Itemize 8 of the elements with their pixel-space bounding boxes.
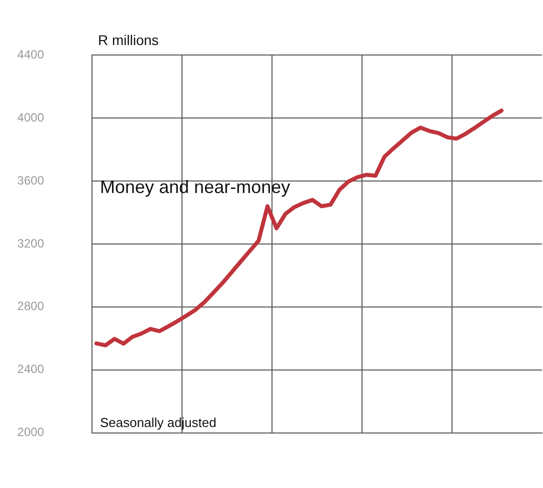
y-tick-label: 2000 <box>17 425 44 440</box>
y-tick-label: 2800 <box>17 299 44 314</box>
y-tick-label: 2400 <box>17 362 44 376</box>
y-tick-label: 4400 <box>17 48 44 62</box>
y-tick-label: 3200 <box>17 236 44 250</box>
y-tick-label: 4000 <box>17 110 44 124</box>
y-axis-title: R millions <box>98 32 159 48</box>
y-tick-label: 3600 <box>17 173 44 188</box>
